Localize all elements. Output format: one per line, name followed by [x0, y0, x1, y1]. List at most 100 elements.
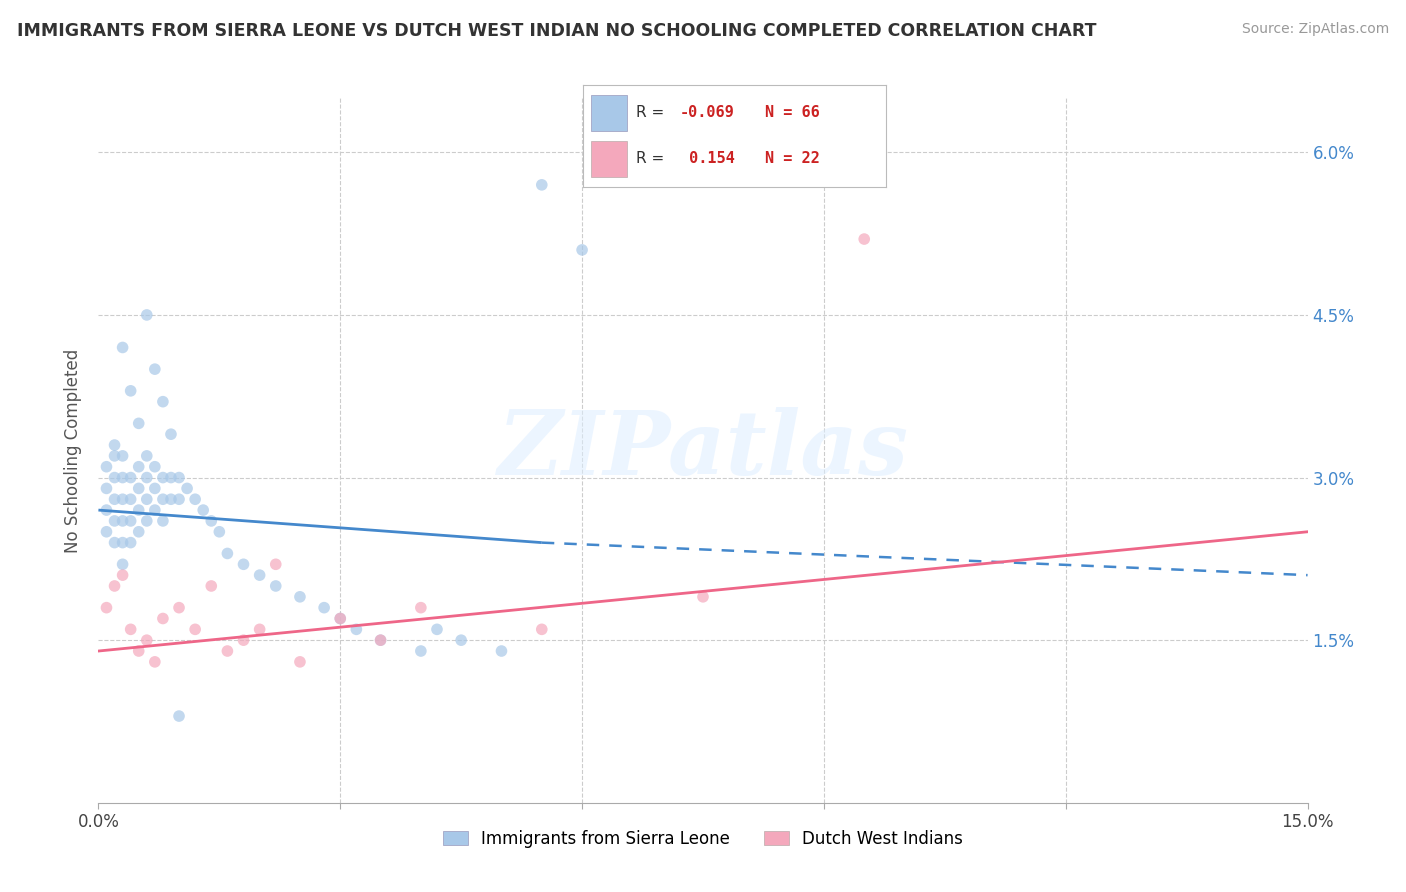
Bar: [591, 141, 627, 177]
Point: [200, 514, 222, 528]
Point: [152, 514, 174, 528]
Point: [120, 535, 142, 549]
Point: [143, 655, 166, 669]
Point: [103, 514, 125, 528]
Point: [135, 308, 157, 322]
Point: [103, 579, 125, 593]
Point: [96, 524, 118, 539]
Point: [167, 709, 190, 723]
Point: [571, 243, 593, 257]
Point: [143, 459, 166, 474]
Point: [143, 482, 166, 496]
Text: -0.069: -0.069: [681, 105, 735, 120]
Point: [288, 590, 311, 604]
Point: [135, 633, 157, 648]
Point: [152, 492, 174, 507]
Point: [152, 611, 174, 625]
Text: 0.154: 0.154: [681, 151, 735, 166]
Point: [217, 546, 239, 560]
Point: [135, 470, 157, 484]
Point: [184, 623, 207, 637]
Text: Source: ZipAtlas.com: Source: ZipAtlas.com: [1241, 22, 1389, 37]
Point: [160, 470, 183, 484]
Point: [143, 503, 166, 517]
Point: [288, 655, 311, 669]
Point: [249, 623, 271, 637]
Point: [96, 482, 118, 496]
Point: [143, 362, 166, 376]
Point: [96, 600, 118, 615]
Point: [103, 438, 125, 452]
Point: [409, 644, 432, 658]
Text: ZIPatlas: ZIPatlas: [498, 408, 908, 493]
Point: [167, 470, 190, 484]
Point: [176, 482, 198, 496]
Point: [208, 524, 231, 539]
Point: [530, 178, 553, 192]
Point: [135, 514, 157, 528]
Point: [344, 623, 367, 637]
Point: [152, 394, 174, 409]
Point: [135, 449, 157, 463]
Point: [128, 524, 150, 539]
Point: [128, 482, 150, 496]
Point: [152, 470, 174, 484]
Point: [160, 492, 183, 507]
Point: [96, 459, 118, 474]
Point: [120, 514, 142, 528]
Point: [200, 579, 222, 593]
Point: [111, 341, 134, 355]
Point: [217, 644, 239, 658]
Point: [111, 449, 134, 463]
Point: [135, 492, 157, 507]
Point: [167, 600, 190, 615]
Point: [96, 503, 118, 517]
Point: [103, 470, 125, 484]
Point: [120, 623, 142, 637]
Point: [111, 514, 134, 528]
Point: [530, 623, 553, 637]
Text: R =: R =: [637, 151, 669, 166]
Point: [128, 503, 150, 517]
Point: [111, 558, 134, 572]
Point: [232, 558, 254, 572]
Point: [120, 470, 142, 484]
Point: [249, 568, 271, 582]
Point: [370, 633, 392, 648]
Point: [111, 492, 134, 507]
Point: [120, 384, 142, 398]
Point: [853, 232, 876, 246]
Point: [314, 600, 336, 615]
Point: [193, 503, 215, 517]
Bar: [591, 95, 627, 131]
Point: [128, 644, 150, 658]
Point: [329, 611, 352, 625]
Point: [450, 633, 472, 648]
Point: [264, 558, 287, 572]
Point: [184, 492, 207, 507]
Point: [111, 470, 134, 484]
Text: IMMIGRANTS FROM SIERRA LEONE VS DUTCH WEST INDIAN NO SCHOOLING COMPLETED CORRELA: IMMIGRANTS FROM SIERRA LEONE VS DUTCH WE…: [17, 22, 1097, 40]
Point: [370, 633, 392, 648]
Y-axis label: No Schooling Completed: No Schooling Completed: [65, 349, 83, 552]
Point: [426, 623, 449, 637]
Point: [160, 427, 183, 442]
Point: [120, 492, 142, 507]
Text: N = 22: N = 22: [765, 151, 820, 166]
Legend: Immigrants from Sierra Leone, Dutch West Indians: Immigrants from Sierra Leone, Dutch West…: [436, 823, 970, 855]
Point: [167, 492, 190, 507]
Point: [103, 535, 125, 549]
Point: [232, 633, 254, 648]
Point: [103, 449, 125, 463]
Point: [111, 535, 134, 549]
Text: R =: R =: [637, 105, 669, 120]
Text: N = 66: N = 66: [765, 105, 820, 120]
Point: [409, 600, 432, 615]
Point: [128, 459, 150, 474]
Point: [264, 579, 287, 593]
Point: [103, 492, 125, 507]
Point: [329, 611, 352, 625]
Point: [491, 644, 513, 658]
Point: [128, 417, 150, 431]
Point: [692, 590, 714, 604]
